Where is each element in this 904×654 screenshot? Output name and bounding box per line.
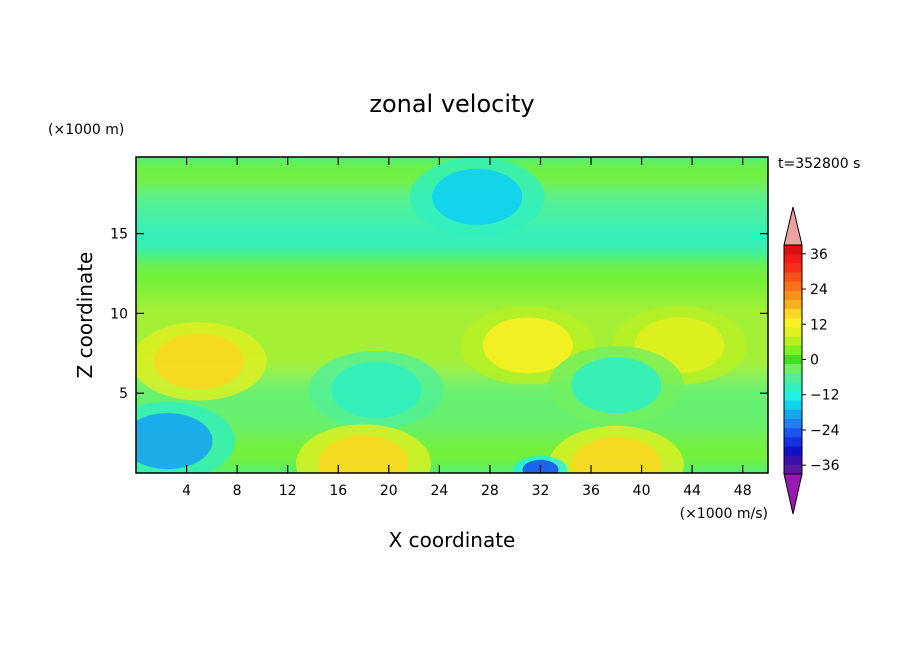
x-tick-label: 32 bbox=[532, 483, 550, 499]
field-blob bbox=[318, 435, 409, 473]
field-blob bbox=[571, 437, 662, 473]
field-blob bbox=[571, 357, 662, 414]
colorbar-segment bbox=[784, 364, 802, 374]
colorbar-segment bbox=[784, 318, 802, 328]
y-axis-label: Z coordinate bbox=[73, 252, 97, 379]
colorbar-segment bbox=[784, 391, 802, 402]
x-tick-label: 12 bbox=[279, 483, 297, 499]
colorbar-segment bbox=[784, 419, 802, 429]
colorbar-segment bbox=[784, 354, 802, 365]
colorbar-segment bbox=[784, 428, 802, 438]
colorbar-segment bbox=[784, 373, 802, 383]
colorbar-tick-label: −12 bbox=[810, 388, 840, 404]
field-blob bbox=[482, 317, 573, 374]
colorbar-tick-label: 24 bbox=[810, 282, 828, 298]
colorbar-segment bbox=[784, 400, 802, 411]
y-tick-label: 15 bbox=[110, 227, 128, 243]
colorbar-segment bbox=[784, 245, 802, 255]
field-blob bbox=[331, 362, 422, 419]
colorbar-segment bbox=[784, 327, 802, 338]
y-tick-label: 10 bbox=[110, 306, 128, 322]
time-label: t=352800 s bbox=[778, 156, 860, 172]
colorbar-segment bbox=[784, 464, 802, 475]
colorbar-segment bbox=[784, 281, 802, 292]
colorbar-segment bbox=[784, 299, 802, 310]
x-tick-label: 40 bbox=[633, 483, 651, 499]
colorbar-tick-label: 12 bbox=[810, 317, 828, 333]
colorbar-segment bbox=[784, 446, 802, 457]
chart-title: zonal velocity bbox=[369, 90, 534, 118]
colorbar-segment bbox=[784, 382, 802, 393]
x-tick-label: 48 bbox=[734, 483, 752, 499]
colorbar-tick-label: 36 bbox=[810, 247, 828, 263]
y-axis: 5 10 15 bbox=[110, 227, 768, 402]
y-tick-label: 5 bbox=[119, 386, 128, 402]
colorbar-segment bbox=[784, 455, 802, 466]
colorbar-tick-label: −24 bbox=[810, 423, 840, 439]
colorbar-segment bbox=[784, 409, 802, 420]
x-tick-label: 24 bbox=[430, 483, 448, 499]
field-blob bbox=[136, 413, 213, 470]
x-tick-label: 16 bbox=[329, 483, 347, 499]
colorbar-segment bbox=[784, 336, 802, 347]
colorbar-segment bbox=[784, 309, 802, 319]
colorbar-segment bbox=[784, 263, 802, 273]
plot-frame bbox=[135, 156, 769, 474]
colorbar-extend-min bbox=[783, 473, 803, 515]
colorbar-tick-label: 0 bbox=[810, 353, 819, 369]
field-band bbox=[136, 257, 768, 298]
y-unit-note: (×1000 m) bbox=[48, 122, 124, 138]
plot-area bbox=[136, 157, 768, 473]
x-tick-label: 44 bbox=[683, 483, 701, 499]
colorbar-segment bbox=[784, 254, 802, 264]
field-blob bbox=[154, 333, 245, 390]
colorbar-extend-max bbox=[783, 206, 803, 246]
colorbar-tick-label: −36 bbox=[810, 458, 840, 474]
colorbar: 36 24 12 0 −12 −24 −36 bbox=[783, 206, 840, 515]
colorbar-segment bbox=[784, 272, 802, 283]
field-blob bbox=[432, 168, 523, 225]
colorbar-segment bbox=[784, 345, 802, 356]
x-axis-label: X coordinate bbox=[389, 528, 516, 552]
x-tick-label: 20 bbox=[380, 483, 398, 499]
field-blobs bbox=[136, 157, 748, 473]
x-tick-label: 8 bbox=[233, 483, 242, 499]
colorbar-unit-note: (×1000 m/s) bbox=[680, 506, 768, 522]
x-tick-label: 28 bbox=[481, 483, 499, 499]
colorbar-segment bbox=[784, 290, 802, 301]
x-tick-label: 4 bbox=[182, 483, 191, 499]
colorbar-segment bbox=[784, 437, 802, 448]
x-tick-label: 36 bbox=[582, 483, 600, 499]
x-axis: 4 8 12 16 20 24 28 32 36 40 44 48 bbox=[182, 157, 752, 499]
